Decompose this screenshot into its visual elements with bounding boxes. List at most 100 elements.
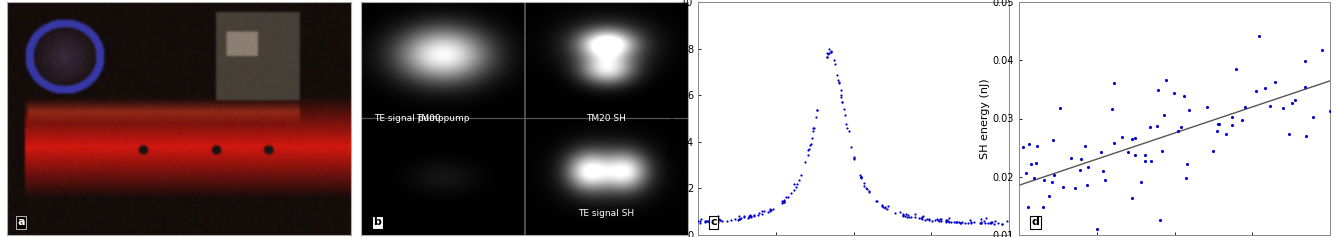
Point bbox=[908, 216, 929, 219]
Point bbox=[1146, 124, 1167, 128]
Point bbox=[854, 186, 876, 190]
Point bbox=[1197, 105, 1218, 109]
Point bbox=[1235, 105, 1257, 109]
Point bbox=[980, 221, 1001, 224]
Point bbox=[988, 221, 1009, 225]
Point bbox=[844, 155, 865, 159]
Point bbox=[729, 217, 750, 220]
Point bbox=[959, 218, 980, 222]
Point bbox=[1012, 145, 1034, 149]
Point bbox=[919, 217, 940, 220]
Point bbox=[1278, 132, 1300, 136]
Point bbox=[1071, 158, 1092, 161]
Point bbox=[951, 221, 972, 225]
Point bbox=[733, 214, 754, 218]
Point bbox=[1312, 48, 1333, 52]
Point bbox=[1124, 153, 1146, 157]
Text: TE signal pump: TE signal pump bbox=[373, 114, 444, 123]
Point bbox=[844, 157, 865, 160]
Point bbox=[790, 173, 812, 177]
Point bbox=[943, 220, 964, 224]
Point bbox=[991, 222, 1012, 226]
Point bbox=[850, 175, 872, 179]
Point bbox=[739, 214, 761, 218]
Point bbox=[1074, 144, 1095, 148]
Point bbox=[897, 214, 919, 217]
Point bbox=[751, 209, 773, 213]
Point bbox=[775, 196, 797, 199]
Point bbox=[1130, 180, 1151, 184]
Point bbox=[872, 203, 893, 206]
Point bbox=[874, 206, 896, 210]
Point bbox=[945, 220, 967, 224]
Point bbox=[785, 185, 806, 189]
Point bbox=[762, 207, 783, 211]
Point bbox=[828, 78, 849, 82]
Point bbox=[1135, 159, 1157, 163]
Point bbox=[1140, 159, 1162, 163]
Point bbox=[698, 219, 719, 223]
Point bbox=[690, 217, 711, 221]
Point bbox=[977, 221, 999, 225]
Point bbox=[1064, 186, 1086, 190]
Point bbox=[818, 47, 840, 51]
Point bbox=[960, 220, 981, 224]
Point bbox=[904, 216, 925, 219]
Point bbox=[937, 219, 959, 223]
Point bbox=[703, 219, 725, 223]
Point bbox=[737, 216, 758, 219]
Point bbox=[1023, 176, 1044, 180]
Point bbox=[794, 160, 816, 164]
Point bbox=[824, 59, 845, 62]
Point bbox=[1225, 67, 1246, 71]
Point bbox=[1147, 88, 1169, 92]
Point bbox=[798, 148, 820, 152]
Point bbox=[849, 173, 870, 177]
Point bbox=[1094, 179, 1115, 182]
Point bbox=[1043, 138, 1064, 142]
Point bbox=[1281, 101, 1302, 105]
Point bbox=[1294, 59, 1316, 63]
Point bbox=[751, 212, 773, 216]
Point bbox=[850, 175, 872, 179]
Point bbox=[917, 217, 939, 221]
Point bbox=[1273, 106, 1294, 110]
Point bbox=[747, 213, 769, 217]
Point bbox=[928, 219, 949, 223]
Point bbox=[820, 49, 841, 53]
Point bbox=[870, 204, 892, 207]
Point bbox=[818, 51, 840, 55]
Point bbox=[1179, 108, 1201, 112]
Point bbox=[739, 213, 761, 217]
Point bbox=[836, 126, 857, 130]
Point bbox=[1070, 168, 1091, 172]
Point bbox=[981, 221, 1003, 224]
Point bbox=[929, 217, 951, 221]
Point bbox=[773, 200, 794, 204]
Point bbox=[1020, 162, 1042, 165]
Point bbox=[806, 108, 828, 112]
Point bbox=[936, 218, 957, 222]
Point bbox=[1017, 205, 1039, 209]
Point bbox=[840, 146, 861, 149]
Point bbox=[729, 214, 750, 218]
Point bbox=[1209, 122, 1230, 125]
Point bbox=[816, 55, 837, 59]
Point bbox=[850, 175, 872, 179]
Point bbox=[759, 208, 781, 212]
Point bbox=[743, 214, 765, 218]
Point bbox=[798, 147, 820, 151]
Point bbox=[935, 219, 956, 223]
Point bbox=[985, 219, 1007, 223]
Point bbox=[690, 219, 711, 223]
Point bbox=[960, 221, 981, 225]
Point bbox=[1155, 78, 1177, 82]
Point bbox=[898, 215, 920, 219]
Point bbox=[976, 216, 997, 219]
Point bbox=[889, 210, 910, 214]
Point bbox=[921, 219, 943, 223]
Point bbox=[980, 221, 1001, 225]
Point bbox=[759, 207, 781, 211]
Point bbox=[771, 199, 793, 203]
Point bbox=[1102, 107, 1123, 111]
